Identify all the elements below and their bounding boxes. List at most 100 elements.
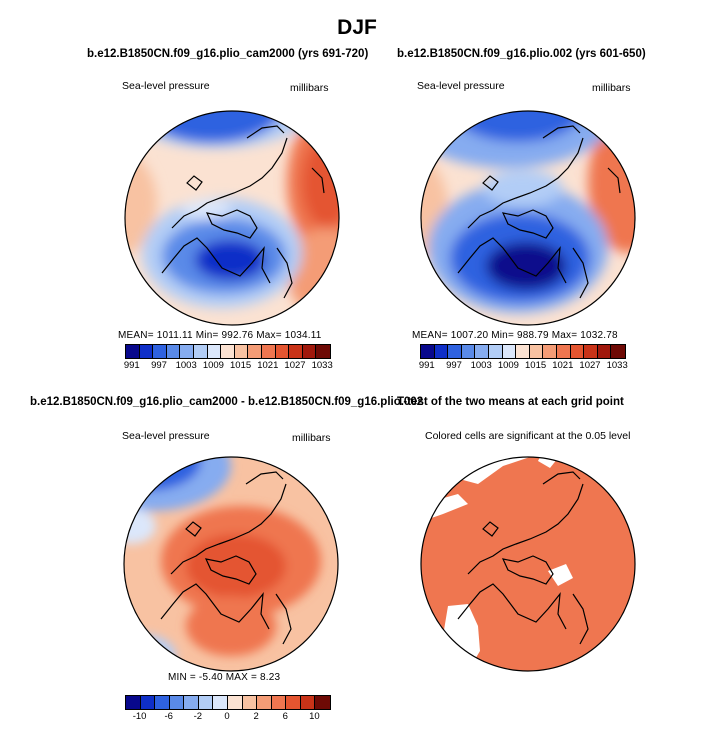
colorbar-swatch (475, 345, 489, 358)
colorbar-tick-label: 1003 (470, 360, 492, 371)
colorbar-swatch (516, 345, 530, 358)
colorbar-swatch (207, 345, 222, 358)
colorbar-tick-label: -10 (132, 711, 147, 722)
panel-3-positive-anomaly (186, 534, 286, 598)
panel-2-colorbar (420, 344, 626, 359)
colorbar-swatch (434, 345, 449, 358)
colorbar-swatch (169, 696, 185, 709)
panel-2-low-pressure-aleutian (453, 111, 583, 142)
colorbar-swatch (155, 696, 170, 709)
colorbar-swatch (126, 696, 141, 709)
panel-3-colorbar (125, 695, 331, 710)
colorbar-swatch (461, 345, 476, 358)
colorbar-tick-label: 2 (253, 711, 259, 722)
panel-1-map-border (124, 110, 340, 326)
colorbar-tick-label: 997 (151, 360, 167, 371)
panel-2-variable-label: Sea-level pressure (417, 80, 505, 92)
panel-4-map (420, 456, 636, 672)
colorbar-swatch (584, 345, 598, 358)
figure-title: DJF (337, 16, 377, 39)
colorbar-swatch (316, 345, 330, 358)
panel-2-stats: MEAN= 1007.20 Min= 988.79 Max= 1032.78 (412, 330, 618, 341)
colorbar-tick-label: 0 (224, 711, 230, 722)
panel-1-title: b.e12.B1850CN.f09_g16.plio_cam2000 (yrs … (87, 48, 369, 60)
colorbar-tick-label: 1009 (497, 360, 519, 371)
panel-3-stats: MIN = -5.40 MAX = 8.23 (168, 672, 281, 683)
panel-4-significance-note: Colored cells are significant at the 0.0… (425, 430, 631, 442)
colorbar-swatch (126, 345, 140, 358)
colorbar-swatch (275, 345, 290, 358)
panel-2-map-border (420, 110, 636, 326)
colorbar-swatch (242, 696, 258, 709)
colorbar-swatch (140, 696, 156, 709)
colorbar-swatch (556, 345, 571, 358)
colorbar-swatch (221, 345, 235, 358)
colorbar-swatch (257, 696, 272, 709)
colorbar-swatch (448, 345, 462, 358)
colorbar-tick-label: 1027 (284, 360, 306, 371)
colorbar-tick-label: 1027 (579, 360, 601, 371)
colorbar-tick-label: -2 (193, 711, 203, 722)
panel-3-variable-label: Sea-level pressure (122, 430, 210, 442)
panel-4-coastlines (457, 471, 589, 645)
panel-3-coastlines (160, 471, 292, 645)
colorbar-tick-label: 1033 (311, 360, 333, 371)
panel-1-variable-label: Sea-level pressure (122, 80, 210, 92)
panel-1-units-label: millibars (290, 82, 329, 94)
colorbar-swatch (300, 696, 316, 709)
colorbar-swatch (234, 345, 249, 358)
panel-2-map (420, 110, 636, 326)
colorbar-swatch (139, 345, 154, 358)
colorbar-tick-label: 1015 (230, 360, 252, 371)
colorbar-swatch (198, 696, 214, 709)
colorbar-tick-label: 1009 (202, 360, 224, 371)
panel-1-colorbar (125, 344, 331, 359)
colorbar-swatch (488, 345, 503, 358)
colorbar-tick-label: 1015 (525, 360, 547, 371)
colorbar-swatch (180, 345, 194, 358)
colorbar-swatch (286, 696, 301, 709)
colorbar-swatch (421, 345, 435, 358)
panel-3-units-label: millibars (292, 432, 331, 444)
colorbar-swatch (271, 696, 287, 709)
colorbar-swatch (502, 345, 517, 358)
panel-1-coastlines (161, 125, 325, 299)
colorbar-swatch (302, 345, 317, 358)
colorbar-tick-label: 991 (123, 360, 140, 371)
colorbar-swatch (184, 696, 199, 709)
colorbar-swatch (166, 345, 181, 358)
colorbar-swatch (261, 345, 276, 358)
colorbar-swatch (611, 345, 625, 358)
colorbar-swatch (227, 696, 243, 709)
colorbar-tick-label: -6 (164, 711, 173, 722)
colorbar-swatch (248, 345, 262, 358)
panel-2-high-pressure-pacific (588, 113, 635, 253)
panel-4-title: T-test of the two means at each grid poi… (397, 396, 624, 408)
colorbar-swatch (543, 345, 557, 358)
panel-4-significant-cells (421, 457, 635, 671)
panel-2-units-label: millibars (592, 82, 631, 94)
colorbar-swatch (597, 345, 612, 358)
panel-4-map-border (420, 456, 636, 672)
colorbar-tick-label: 1021 (257, 360, 279, 371)
colorbar-tick-label: 1033 (606, 360, 628, 371)
panel-1-map (124, 110, 340, 326)
panel-2-title: b.e12.B1850CN.f09_g16.plio.002 (yrs 601-… (397, 48, 646, 60)
colorbar-swatch (570, 345, 585, 358)
colorbar-tick-label: 6 (282, 711, 288, 722)
colorbar-tick-label: 1003 (175, 360, 197, 371)
colorbar-swatch (213, 696, 228, 709)
colorbar-swatch (315, 696, 330, 709)
panel-1-high-pressure-siberia (125, 148, 157, 258)
panel-3-map-border (123, 456, 339, 672)
colorbar-swatch (529, 345, 544, 358)
colorbar-tick-label: 1021 (552, 360, 574, 371)
colorbar-swatch (289, 345, 303, 358)
colorbar-tick-label: 10 (309, 711, 320, 722)
panel-1-stats: MEAN= 1011.11 Min= 992.76 Max= 1034.11 (118, 330, 322, 341)
colorbar-swatch (193, 345, 208, 358)
colorbar-tick-label: 991 (418, 360, 435, 371)
colorbar-tick-label: 997 (446, 360, 462, 371)
panel-2-coastlines (457, 125, 621, 299)
colorbar-swatch (153, 345, 167, 358)
